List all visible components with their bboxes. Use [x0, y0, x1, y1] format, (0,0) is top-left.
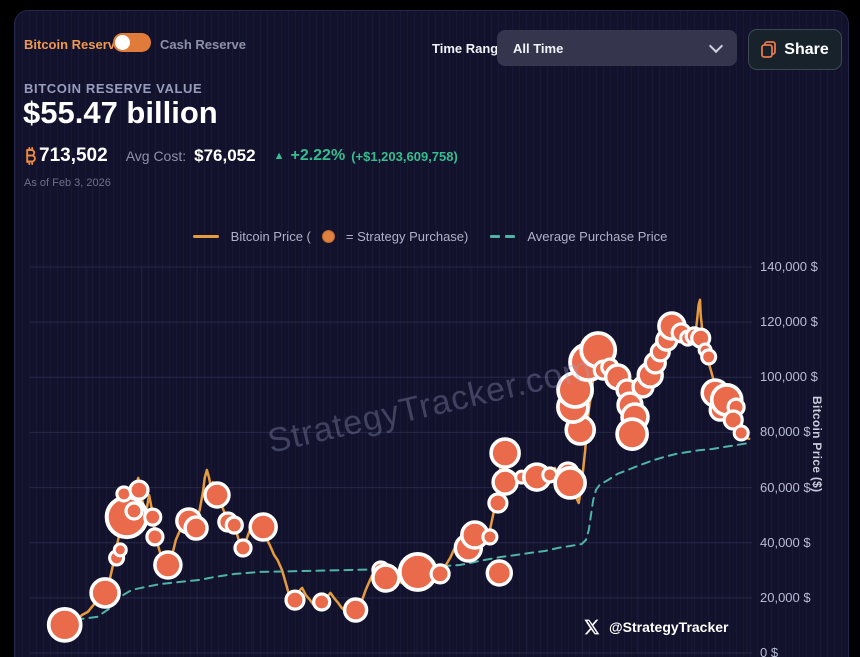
- bitcoin-reserve-label[interactable]: Bitcoin Reserve: [24, 37, 123, 52]
- toggle-knob: [115, 35, 130, 50]
- y-tick-label: 60,000 $: [760, 479, 811, 495]
- price-line-swatch: [192, 235, 219, 238]
- y-tick-label: 40,000 $: [760, 534, 811, 550]
- y-tick-label: 80,000 $: [760, 424, 811, 440]
- btc-amount: 713,502: [39, 145, 108, 166]
- share-button[interactable]: Share: [748, 29, 842, 70]
- time-range-dropdown[interactable]: All Time: [497, 30, 737, 66]
- chart-legend: Bitcoin Price ( = Strategy Purchase) Ave…: [0, 229, 860, 244]
- cash-reserve-label[interactable]: Cash Reserve: [160, 37, 246, 52]
- avg-cost-label: Avg Cost:: [125, 148, 187, 164]
- reserve-value: $55.47 billion: [23, 95, 218, 130]
- bitcoin-price-chart[interactable]: [30, 250, 754, 657]
- avg-line-swatch: [490, 235, 516, 238]
- y-tick-label: 120,000 $: [760, 314, 818, 330]
- y-tick-label: 0 $: [760, 645, 779, 657]
- share-button-label: Share: [784, 40, 829, 58]
- btc-holdings: 713,502: [24, 145, 108, 167]
- change-absolute: (+$1,203,609,758): [351, 148, 458, 164]
- time-range-label: Time Range:: [432, 41, 510, 56]
- reserve-value-label: BITCOIN RESERVE VALUE: [24, 81, 203, 96]
- stats-row: 713,502 Avg Cost: $76,052 ▲ +2.22% (+$1,…: [24, 145, 458, 167]
- y-axis-title: Bitcoin Price ($): [810, 396, 824, 493]
- y-tick-label: 20,000 $: [760, 589, 811, 605]
- avg-cost-value: $76,052: [194, 146, 256, 165]
- as-of-date: As of Feb 3, 2026: [24, 177, 111, 189]
- x-logo-icon: [584, 619, 600, 635]
- chevron-down-icon: [708, 38, 724, 54]
- y-tick-label: 140,000 $: [760, 259, 818, 274]
- legend-price-label-post: = Strategy Purchase): [345, 229, 469, 244]
- y-tick-label: 100,000 $: [760, 369, 818, 385]
- up-arrow-icon: ▲: [273, 150, 285, 162]
- legend-price-label-pre: Bitcoin Price (: [230, 229, 311, 244]
- legend-avg-label: Average Purchase Price: [527, 229, 668, 244]
- copy-icon: [761, 41, 777, 58]
- bitcoin-symbol-icon: [26, 147, 36, 165]
- time-range-value: All Time: [513, 40, 564, 56]
- reserve-toggle[interactable]: [113, 33, 151, 52]
- social-handle[interactable]: @StrategyTracker: [584, 619, 729, 635]
- purchase-dot-icon: [321, 230, 335, 243]
- change-percent: +2.22%: [290, 147, 346, 164]
- social-handle-text: @StrategyTracker: [609, 619, 729, 635]
